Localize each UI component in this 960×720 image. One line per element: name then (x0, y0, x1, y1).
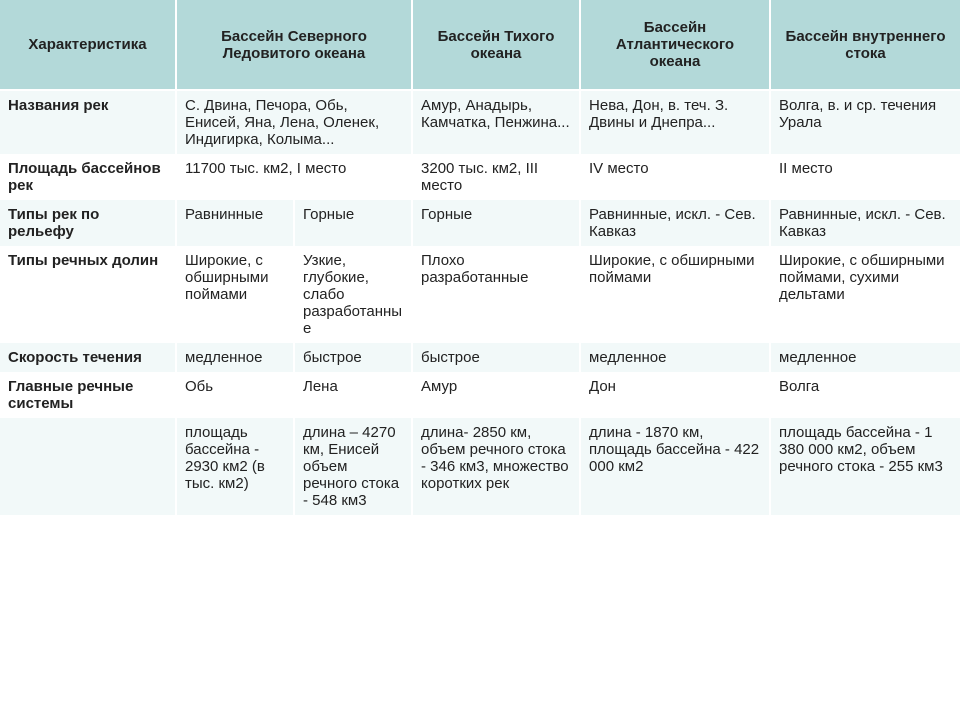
table-cell: Широкие, с обширными поймами (176, 246, 294, 343)
table-cell: Широкие, с обширными поймами (580, 246, 770, 343)
table-row: площадь бассейна - 2930 км2 (в тыс. км2)… (0, 418, 960, 515)
table-row: Главные речные системыОбьЛенаАмурДонВолг… (0, 372, 960, 418)
col-header: Бассейн Атлантического океана (580, 0, 770, 90)
table-cell: быстрое (294, 343, 412, 372)
table-cell: Плохо разработанные (412, 246, 580, 343)
row-header (0, 418, 176, 515)
river-basins-table: Характеристика Бассейн Северного Ледовит… (0, 0, 960, 515)
table-row: Скорость течениямедленноебыстроебыстроем… (0, 343, 960, 372)
row-header: Названия рек (0, 90, 176, 154)
table-cell: быстрое (412, 343, 580, 372)
table-cell: Амур, Анадырь, Камчатка, Пенжина... (412, 90, 580, 154)
table-cell: Дон (580, 372, 770, 418)
table-cell: длина – 4270 км, Енисей объем речного ст… (294, 418, 412, 515)
table-cell: медленное (580, 343, 770, 372)
table-row: Типы рек по рельефуРавнинныеГорныеГорные… (0, 200, 960, 246)
table-cell: длина- 2850 км, объем речного стока - 34… (412, 418, 580, 515)
table-cell: медленное (176, 343, 294, 372)
table-cell: 3200 тыс. км2, III место (412, 154, 580, 200)
table-cell: IV место (580, 154, 770, 200)
col-header: Характеристика (0, 0, 176, 90)
row-header: Типы рек по рельефу (0, 200, 176, 246)
table-cell: Горные (412, 200, 580, 246)
col-header: Бассейн Северного Ледовитого океана (176, 0, 412, 90)
table-cell: Волга (770, 372, 960, 418)
table-cell: Горные (294, 200, 412, 246)
table-cell: Волга, в. и ср. течения Урала (770, 90, 960, 154)
table-cell: медленное (770, 343, 960, 372)
table-cell: Равнинные, искл. - Сев. Кавказ (580, 200, 770, 246)
table-row: Площадь бассейнов рек11700 тыс. км2, I м… (0, 154, 960, 200)
col-header: Бассейн внутреннего стока (770, 0, 960, 90)
table-cell: С. Двина, Печора, Обь, Енисей, Яна, Лена… (176, 90, 412, 154)
row-header: Типы речных долин (0, 246, 176, 343)
table-cell: Амур (412, 372, 580, 418)
table-cell: площадь бассейна - 1 380 000 км2, объем … (770, 418, 960, 515)
table-cell: Узкие, глубокие, слабо разработанные (294, 246, 412, 343)
table-cell: Широкие, с обширными поймами, сухими дел… (770, 246, 960, 343)
table-body: Названия рекС. Двина, Печора, Обь, Енисе… (0, 90, 960, 515)
table-cell: Равнинные (176, 200, 294, 246)
row-header: Скорость течения (0, 343, 176, 372)
table-row: Названия рекС. Двина, Печора, Обь, Енисе… (0, 90, 960, 154)
table-cell: Лена (294, 372, 412, 418)
table-header: Характеристика Бассейн Северного Ледовит… (0, 0, 960, 90)
table-cell: II место (770, 154, 960, 200)
table-cell: Равнинные, искл. - Сев. Кавказ (770, 200, 960, 246)
col-header: Бассейн Тихого океана (412, 0, 580, 90)
table-cell: 11700 тыс. км2, I место (176, 154, 412, 200)
table-cell: Обь (176, 372, 294, 418)
table-row: Типы речных долинШирокие, с обширными по… (0, 246, 960, 343)
table-cell: площадь бассейна - 2930 км2 (в тыс. км2) (176, 418, 294, 515)
row-header: Площадь бассейнов рек (0, 154, 176, 200)
table-cell: длина - 1870 км, площадь бассейна - 422 … (580, 418, 770, 515)
row-header: Главные речные системы (0, 372, 176, 418)
table-cell: Нева, Дон, в. теч. З. Двины и Днепра... (580, 90, 770, 154)
